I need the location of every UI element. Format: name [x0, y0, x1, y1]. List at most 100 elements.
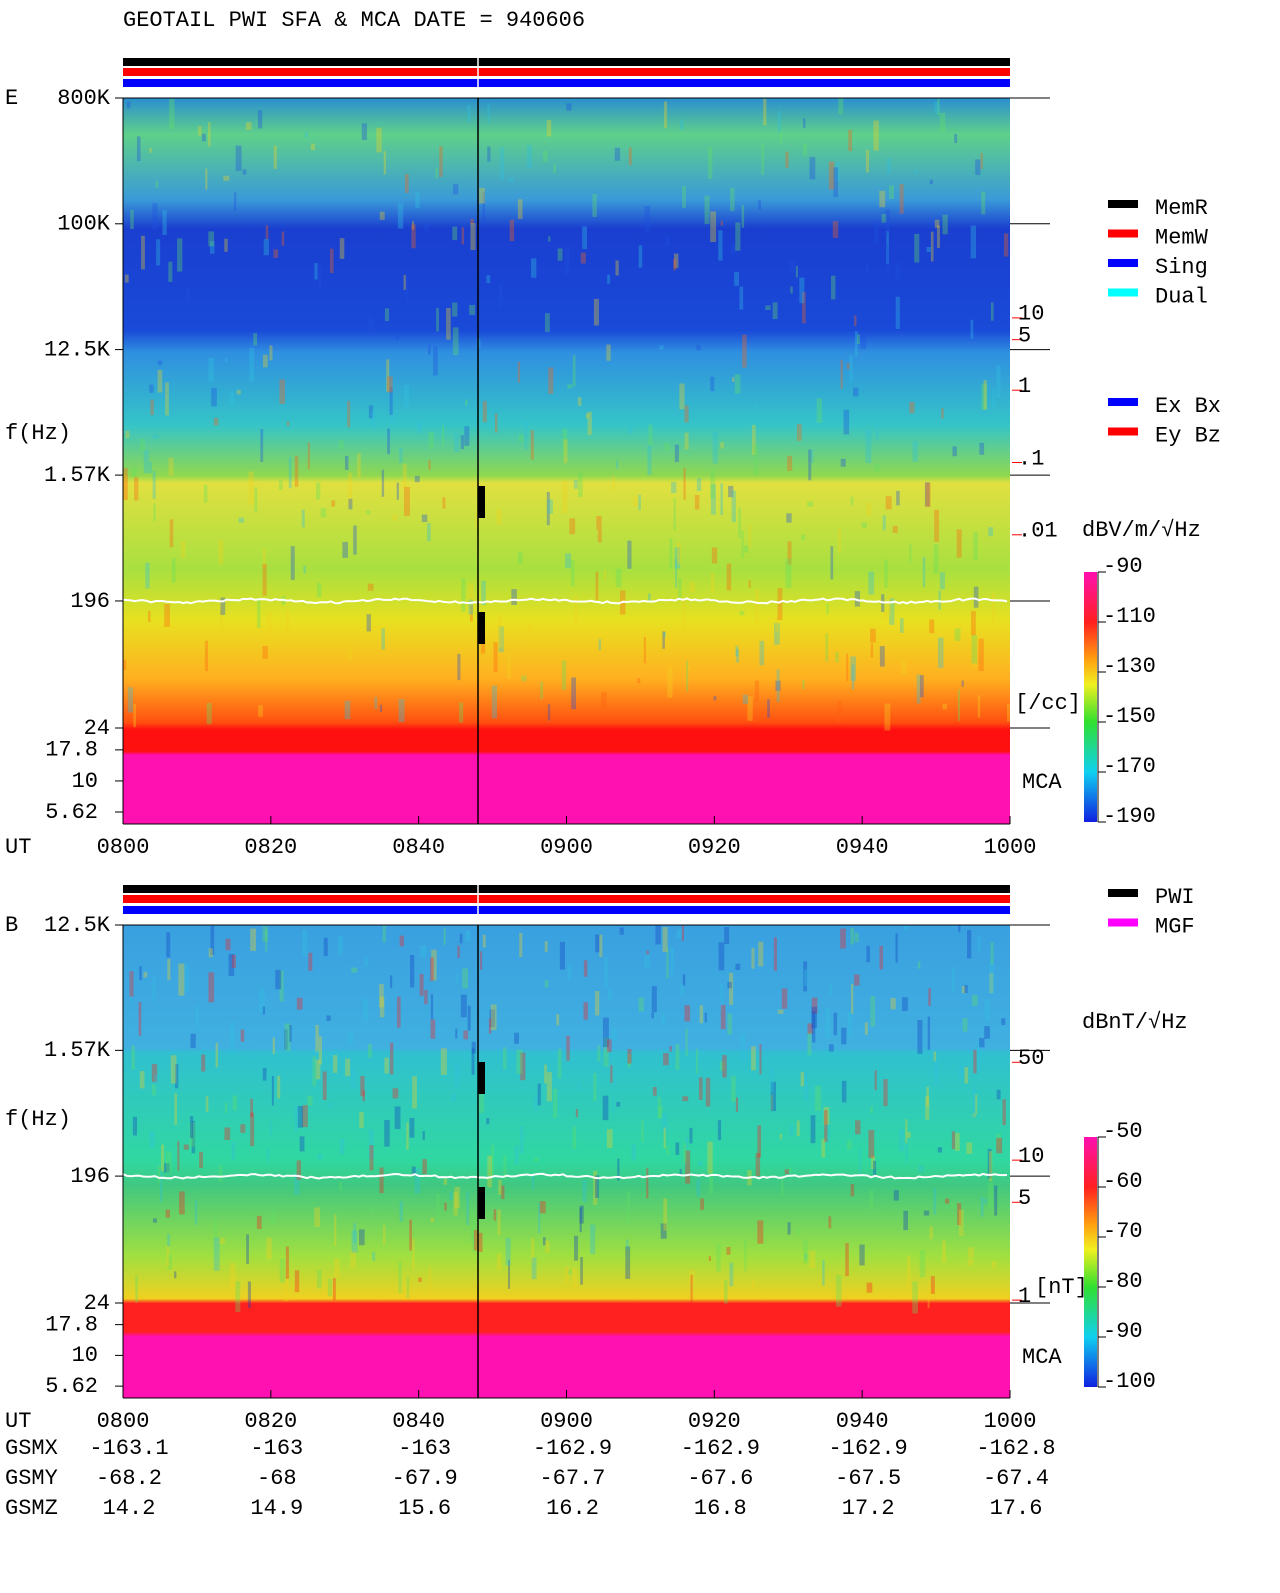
legend-label: PWI [1155, 885, 1195, 910]
texture [603, 1037, 609, 1067]
texture [394, 1106, 401, 1129]
texture [258, 705, 263, 717]
texture [954, 628, 961, 641]
texture [775, 617, 779, 632]
texture [638, 997, 644, 1012]
texture [250, 1112, 255, 1147]
texture [574, 1235, 579, 1261]
texture [739, 286, 744, 310]
texture [580, 1256, 583, 1285]
texture [262, 926, 268, 942]
texture [870, 995, 876, 1027]
texture [845, 1243, 849, 1277]
texture [994, 1185, 998, 1216]
texture [648, 424, 653, 446]
texture [841, 1080, 847, 1103]
texture [273, 249, 279, 258]
texture [470, 605, 473, 622]
texture [424, 989, 428, 1005]
texture [247, 1281, 252, 1309]
texture [430, 1019, 436, 1039]
texture [989, 972, 994, 994]
texture [489, 1009, 496, 1028]
texture [992, 1261, 997, 1269]
texture [647, 445, 652, 476]
texture [930, 231, 934, 262]
texture [957, 1203, 962, 1226]
texture [559, 941, 565, 970]
texture [661, 1112, 668, 1132]
texture [790, 286, 793, 294]
colorbar-label: dBnT/√Hz [1082, 1010, 1188, 1035]
texture [302, 929, 308, 957]
texture [638, 245, 643, 268]
texture [382, 925, 386, 943]
texture [145, 562, 150, 589]
texture [597, 1045, 601, 1062]
texture [886, 245, 890, 276]
texture [865, 429, 872, 464]
texture [814, 1085, 821, 1111]
y-tick-label: 800K [57, 86, 111, 111]
texture [572, 1126, 577, 1149]
texture [811, 1006, 817, 1029]
texture [426, 523, 431, 542]
texture [507, 652, 512, 679]
mca-tick-label: 5.62 [45, 1374, 98, 1399]
texture [615, 568, 622, 588]
texture [607, 274, 611, 284]
texture [399, 1201, 403, 1222]
texture [927, 1016, 931, 1051]
texture [572, 1268, 578, 1290]
colorbar-tick-label: -190 [1103, 804, 1156, 829]
texture [546, 1072, 552, 1102]
texture [487, 146, 491, 162]
texture [519, 932, 523, 958]
texture [318, 1036, 323, 1065]
texture [761, 143, 765, 175]
texture [1001, 1018, 1006, 1026]
texture [810, 449, 814, 463]
colorbar-tick-label: -90 [1103, 554, 1143, 579]
texture [726, 1246, 731, 1255]
texture [470, 218, 474, 225]
texture [984, 1026, 990, 1039]
texture [471, 1041, 476, 1054]
orbit-value: -68 [257, 1466, 297, 1491]
texture [444, 1202, 447, 1211]
texture [366, 614, 371, 632]
texture [498, 615, 503, 648]
texture [651, 1012, 654, 1019]
texture [933, 1188, 937, 1215]
texture [148, 461, 152, 474]
texture [416, 422, 422, 434]
texture [567, 384, 573, 389]
colorbar [1084, 1137, 1097, 1387]
orbit-value: 15.6 [398, 1496, 451, 1521]
texture [770, 1081, 776, 1112]
texture [266, 1148, 270, 1163]
texture [727, 981, 732, 989]
texture [570, 559, 575, 587]
texture [544, 1064, 548, 1084]
texture [833, 1012, 838, 1036]
texture [593, 1170, 598, 1205]
texture [333, 1055, 338, 1073]
orbit-value: -162.9 [533, 1436, 612, 1461]
texture [499, 147, 505, 181]
texture [973, 1049, 977, 1074]
texture [269, 345, 273, 361]
texture [409, 1117, 415, 1138]
texture [937, 1147, 942, 1153]
orbit-value: -163 [250, 1436, 303, 1461]
texture [249, 347, 255, 382]
texture [149, 147, 152, 153]
texture [606, 1129, 613, 1149]
texture [710, 572, 715, 594]
texture [903, 1210, 909, 1231]
texture [663, 631, 666, 637]
texture [740, 1033, 746, 1062]
texture [577, 397, 582, 406]
legend-label: Ex Bx [1155, 394, 1221, 419]
texture [452, 226, 458, 241]
